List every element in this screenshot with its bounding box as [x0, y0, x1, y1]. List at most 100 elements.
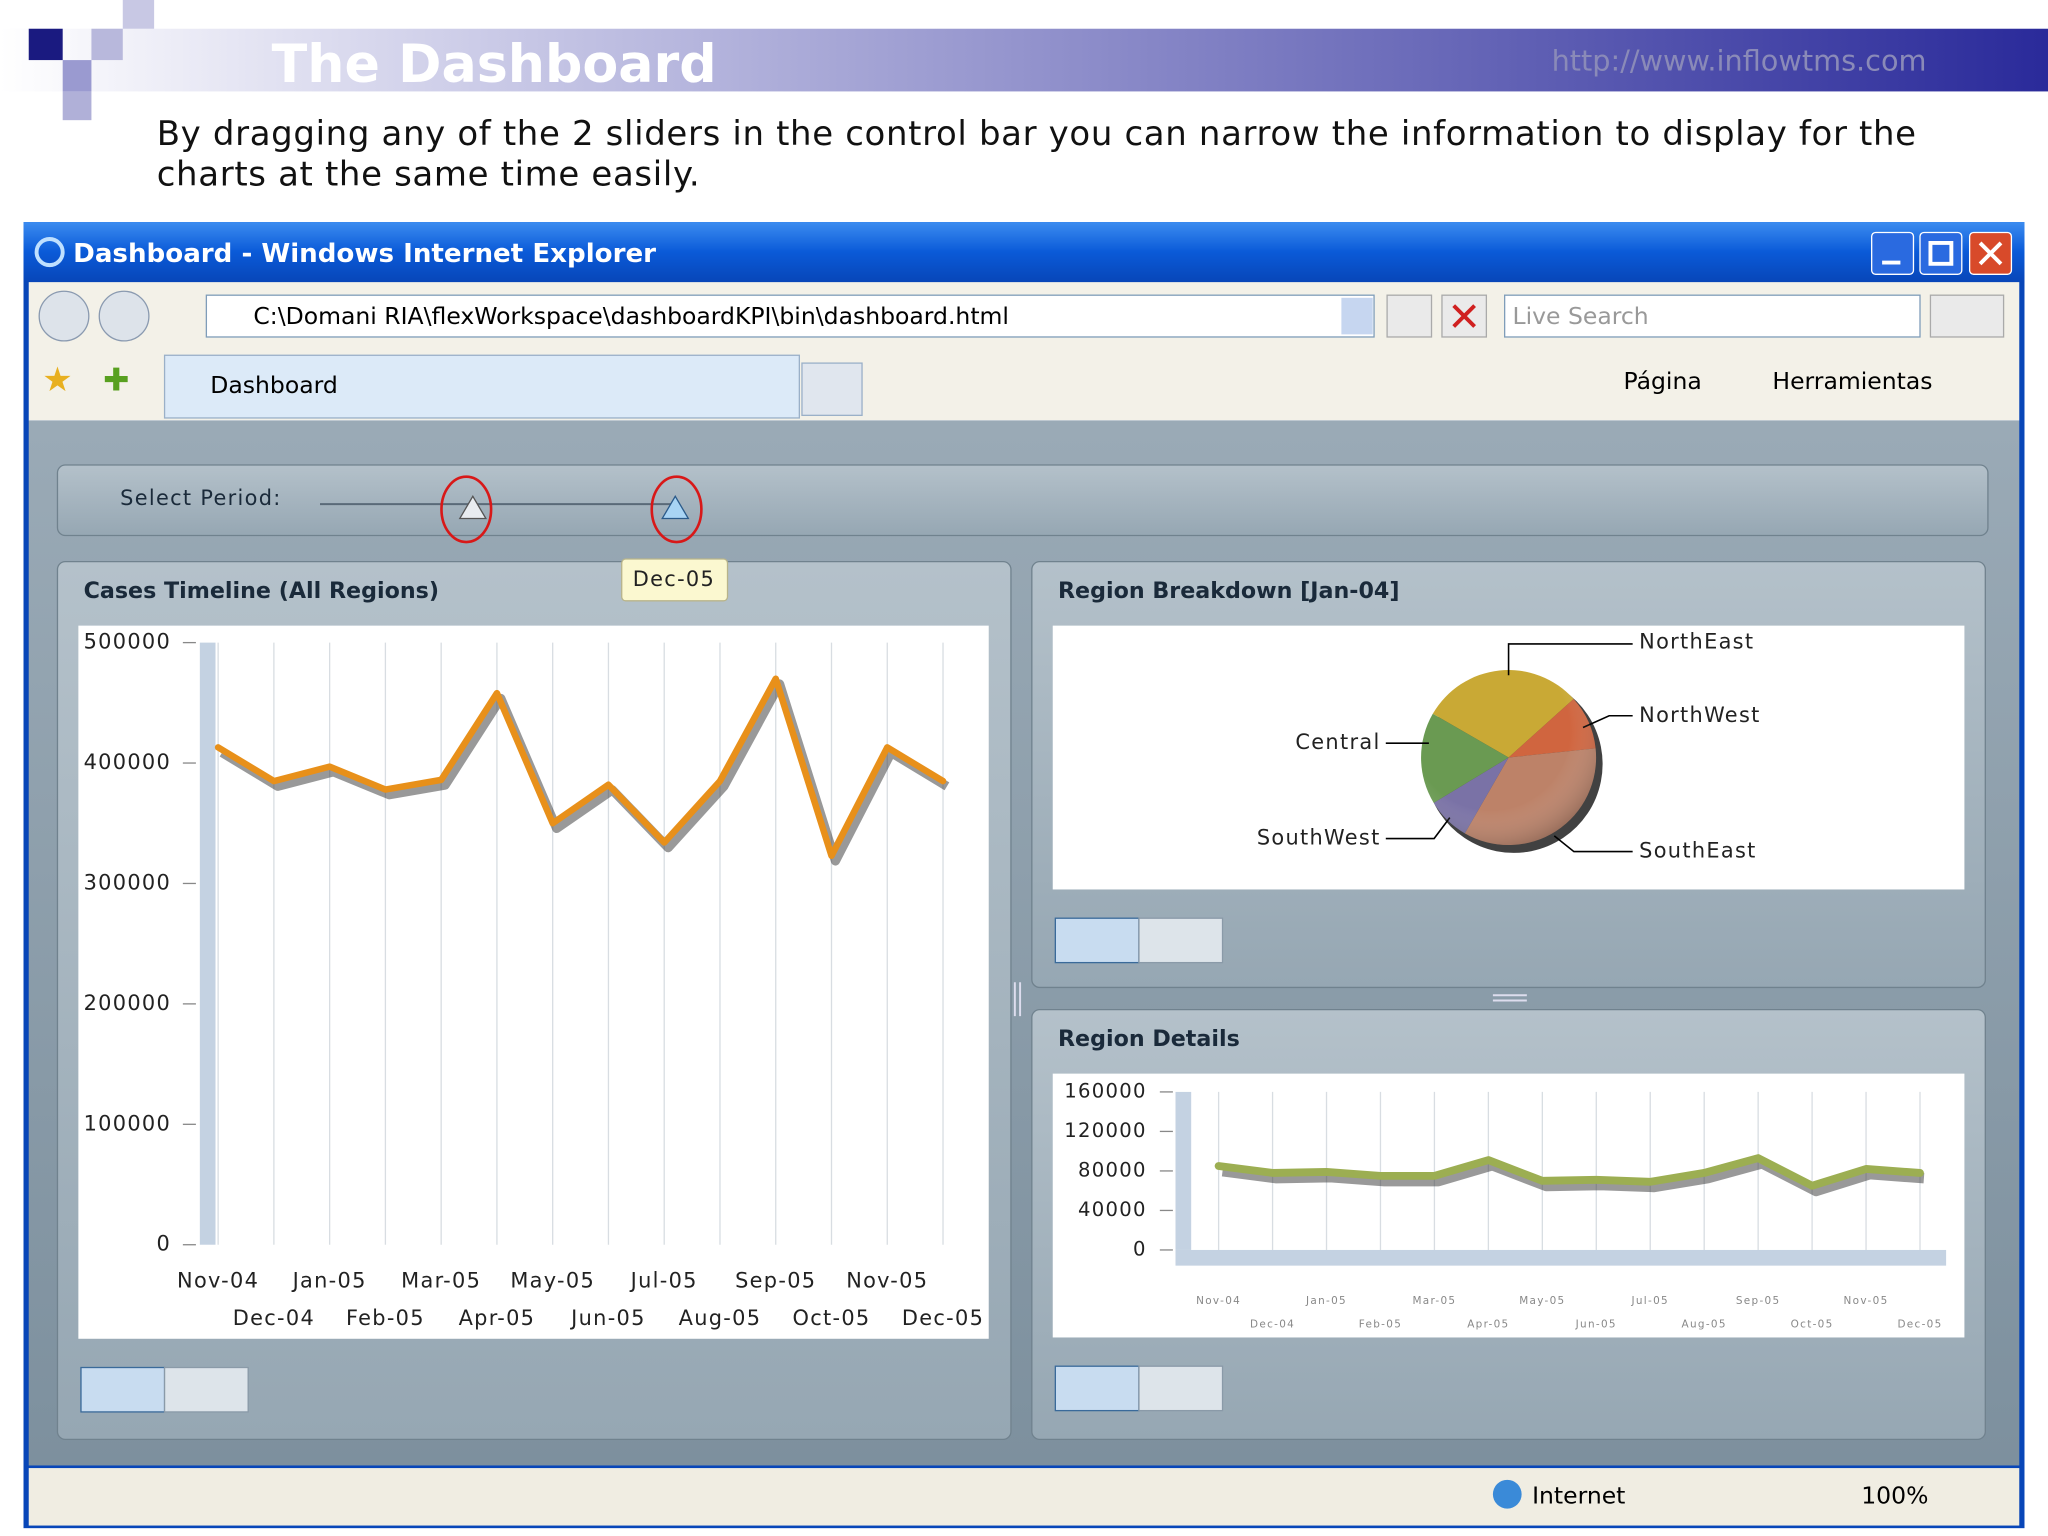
tab-title: Dashboard [210, 371, 337, 399]
x-tick-label: Oct-05 [792, 1306, 870, 1330]
x-tick-label: Aug-05 [679, 1306, 762, 1330]
slide-title: The Dashboard [272, 35, 717, 95]
address-bar[interactable] [205, 294, 1375, 338]
x-tick-label: Dec-05 [902, 1306, 984, 1330]
x-tick-label: Sep-05 [735, 1268, 816, 1292]
chart-view-button[interactable] [1054, 917, 1140, 964]
header-bar [0, 28, 2048, 92]
x-tick-label: Nov-04 [1196, 1295, 1241, 1307]
slider-tooltip: Dec-05 [633, 567, 715, 591]
highlight-circle [650, 475, 703, 544]
x-tick-label: Nov-04 [177, 1268, 259, 1292]
address-text: C:\Domani RIA\flexWorkspace\dashboardKPI… [253, 302, 1009, 330]
control-bar [56, 464, 1989, 537]
slide-url: http://www.inflowtms.com [1552, 44, 1927, 78]
x-tick-label: Dec-05 [1897, 1318, 1942, 1330]
x-tick-label: May-05 [510, 1268, 595, 1292]
status-zoom[interactable]: 100% [1861, 1481, 1928, 1509]
window-title: Dashboard - Windows Internet Explorer [73, 239, 656, 269]
slice-label: NorthEast [1639, 630, 1754, 654]
y-tick-label: 80000 [1078, 1158, 1147, 1181]
x-tick-label: Dec-04 [1250, 1318, 1295, 1330]
leader-line [1582, 714, 1633, 729]
x-tick-label: Apr-05 [1467, 1318, 1509, 1330]
data-line [1214, 1154, 1924, 1190]
tab[interactable] [163, 354, 800, 419]
decor [62, 91, 92, 121]
ie-icon [34, 237, 65, 268]
y-tick-label: 0 [157, 1232, 172, 1256]
leader-line [1385, 817, 1451, 840]
chart-view-button[interactable] [1054, 1365, 1140, 1412]
y-tick-label: 500000 [84, 630, 172, 654]
decor [91, 28, 123, 61]
slider-thumb-start[interactable] [458, 495, 488, 520]
axis-band [1175, 1249, 1947, 1266]
decor [62, 60, 92, 92]
x-tick-label: Dec-04 [233, 1306, 315, 1330]
slider-thumb-end[interactable] [661, 495, 690, 520]
x-tick-label: Feb-05 [346, 1306, 425, 1330]
search-box[interactable] [1504, 294, 1921, 338]
stop-icon [1452, 304, 1476, 328]
period-label: Select Period: [120, 486, 281, 510]
menu-tools[interactable]: Herramientas [1772, 367, 1932, 395]
title-bar [23, 222, 2025, 283]
x-tick-label: Feb-05 [1359, 1318, 1402, 1330]
chart-view-button[interactable] [80, 1366, 166, 1413]
maximize-button[interactable] [1919, 231, 1963, 275]
menu-page[interactable]: Página [1624, 367, 1702, 395]
window-icons [1882, 240, 2003, 266]
favorites-icon[interactable]: ★ [42, 360, 72, 400]
y-tick-label: 100000 [84, 1111, 172, 1135]
y-tick-label: 40000 [1078, 1198, 1147, 1221]
axis-band [199, 642, 216, 1245]
slice-label: SouthWest [1257, 826, 1381, 850]
x-tick-label: Nov-05 [1844, 1295, 1889, 1307]
slice-label: NorthWest [1639, 703, 1760, 727]
y-tick-label: 160000 [1064, 1079, 1147, 1102]
x-tick-label: Mar-05 [1412, 1295, 1456, 1307]
y-tick-label: 120000 [1064, 1119, 1147, 1142]
slide-description: By dragging any of the 2 sliders in the … [156, 114, 1917, 195]
x-tick-label: Jan-05 [291, 1268, 367, 1292]
x-tick-label: May-05 [1519, 1295, 1565, 1307]
decor [28, 28, 63, 61]
status-bar [28, 1468, 2020, 1526]
address-dropdown[interactable] [1341, 297, 1373, 335]
decor [122, 0, 155, 29]
status-zone: Internet [1532, 1481, 1625, 1509]
x-tick-label: Aug-05 [1682, 1318, 1727, 1330]
new-tab[interactable] [801, 362, 863, 416]
leader-line [1507, 643, 1633, 676]
refresh-button[interactable] [1386, 294, 1433, 338]
table-view-button[interactable] [163, 1366, 249, 1413]
back-button[interactable] [38, 290, 90, 342]
forward-button[interactable] [98, 290, 150, 342]
y-tick-label: 0 [1133, 1237, 1147, 1260]
axis-band [1175, 1091, 1192, 1250]
slice-label: SouthEast [1639, 839, 1756, 863]
description-box: By dragging any of the 2 sliders in the … [156, 114, 1917, 195]
add-favorite-icon[interactable]: ✚ [103, 362, 129, 398]
x-tick-label: Jan-05 [1305, 1295, 1347, 1307]
x-tick-label: Apr-05 [459, 1306, 536, 1330]
plot-area [78, 625, 989, 1339]
table-view-button[interactable] [1138, 1365, 1224, 1412]
x-tick-label: Jun-05 [569, 1306, 646, 1330]
minimize-button[interactable] [1871, 231, 1915, 275]
x-tick-label: Jul-05 [629, 1268, 698, 1292]
data-line [214, 675, 947, 860]
zone-icon [1492, 1479, 1522, 1509]
table-view-button[interactable] [1138, 917, 1224, 964]
highlight-circle [440, 475, 493, 544]
chart-title: Region Details [1058, 1026, 1240, 1052]
slider-tooltip-box [621, 558, 729, 602]
y-tick-label: 200000 [84, 991, 172, 1015]
search-button[interactable] [1929, 294, 2005, 338]
x-tick-label: Mar-05 [401, 1268, 481, 1292]
x-tick-label: Oct-05 [1791, 1318, 1834, 1330]
slice-label: Central [1295, 730, 1380, 754]
y-tick-label: 300000 [84, 870, 172, 894]
